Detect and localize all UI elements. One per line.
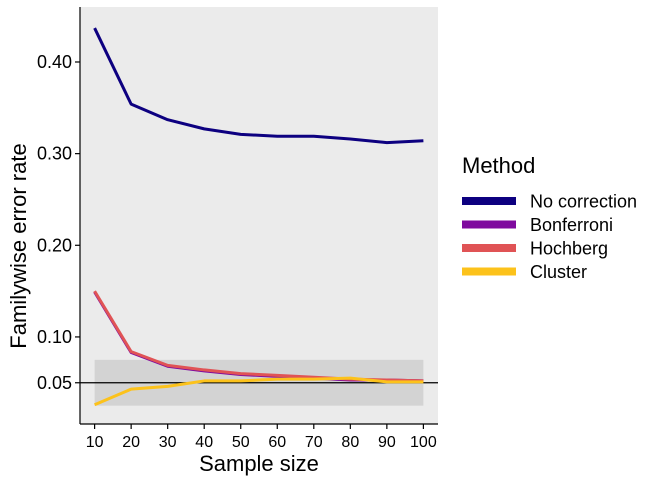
legend-key-bonferroni xyxy=(462,220,516,229)
x-tick-label: 20 xyxy=(122,434,140,451)
plot-area xyxy=(80,7,438,424)
legend-key-hochberg xyxy=(462,244,516,252)
legend-title: Method xyxy=(462,153,535,178)
series-line-no-correction xyxy=(93,27,424,145)
x-tick-label: 80 xyxy=(341,434,359,451)
x-tick-label: 50 xyxy=(232,434,250,451)
x-tick-label: 10 xyxy=(86,434,104,451)
x-tick-label: 40 xyxy=(195,434,213,451)
y-tick-label: 0.30 xyxy=(37,144,72,164)
legend-label: Bonferroni xyxy=(530,215,613,235)
legend-key-cluster xyxy=(462,267,516,276)
x-tick-label: 60 xyxy=(268,434,286,451)
legend-label: No correction xyxy=(530,192,637,212)
series-line-cluster xyxy=(94,376,424,407)
x-tick-label: 90 xyxy=(378,434,396,451)
x-axis-title: Sample size xyxy=(199,451,319,476)
y-axis: 0.05 0.10 0.20 0.30 0.40 xyxy=(37,7,81,424)
x-axis: 10 20 30 40 50 60 70 80 90 100 xyxy=(80,423,438,451)
y-tick-label: 0.40 xyxy=(37,52,72,72)
x-tick-label: 70 xyxy=(305,434,323,451)
y-tick-label: 0.05 xyxy=(37,373,72,393)
y-axis-title: Familywise error rate xyxy=(6,143,31,348)
legend: Method No correction Bonferroni Hochberg Cl… xyxy=(462,153,637,282)
legend-label: Cluster xyxy=(530,262,587,282)
y-tick-label: 0.10 xyxy=(37,327,72,347)
legend-key-no-correction xyxy=(462,197,516,205)
legend-items: No correction Bonferroni Hochberg Cluster xyxy=(462,192,637,282)
legend-label: Hochberg xyxy=(530,239,608,259)
y-tick-label: 0.20 xyxy=(37,235,72,255)
x-tick-label: 100 xyxy=(410,434,437,451)
x-tick-label: 30 xyxy=(159,434,177,451)
